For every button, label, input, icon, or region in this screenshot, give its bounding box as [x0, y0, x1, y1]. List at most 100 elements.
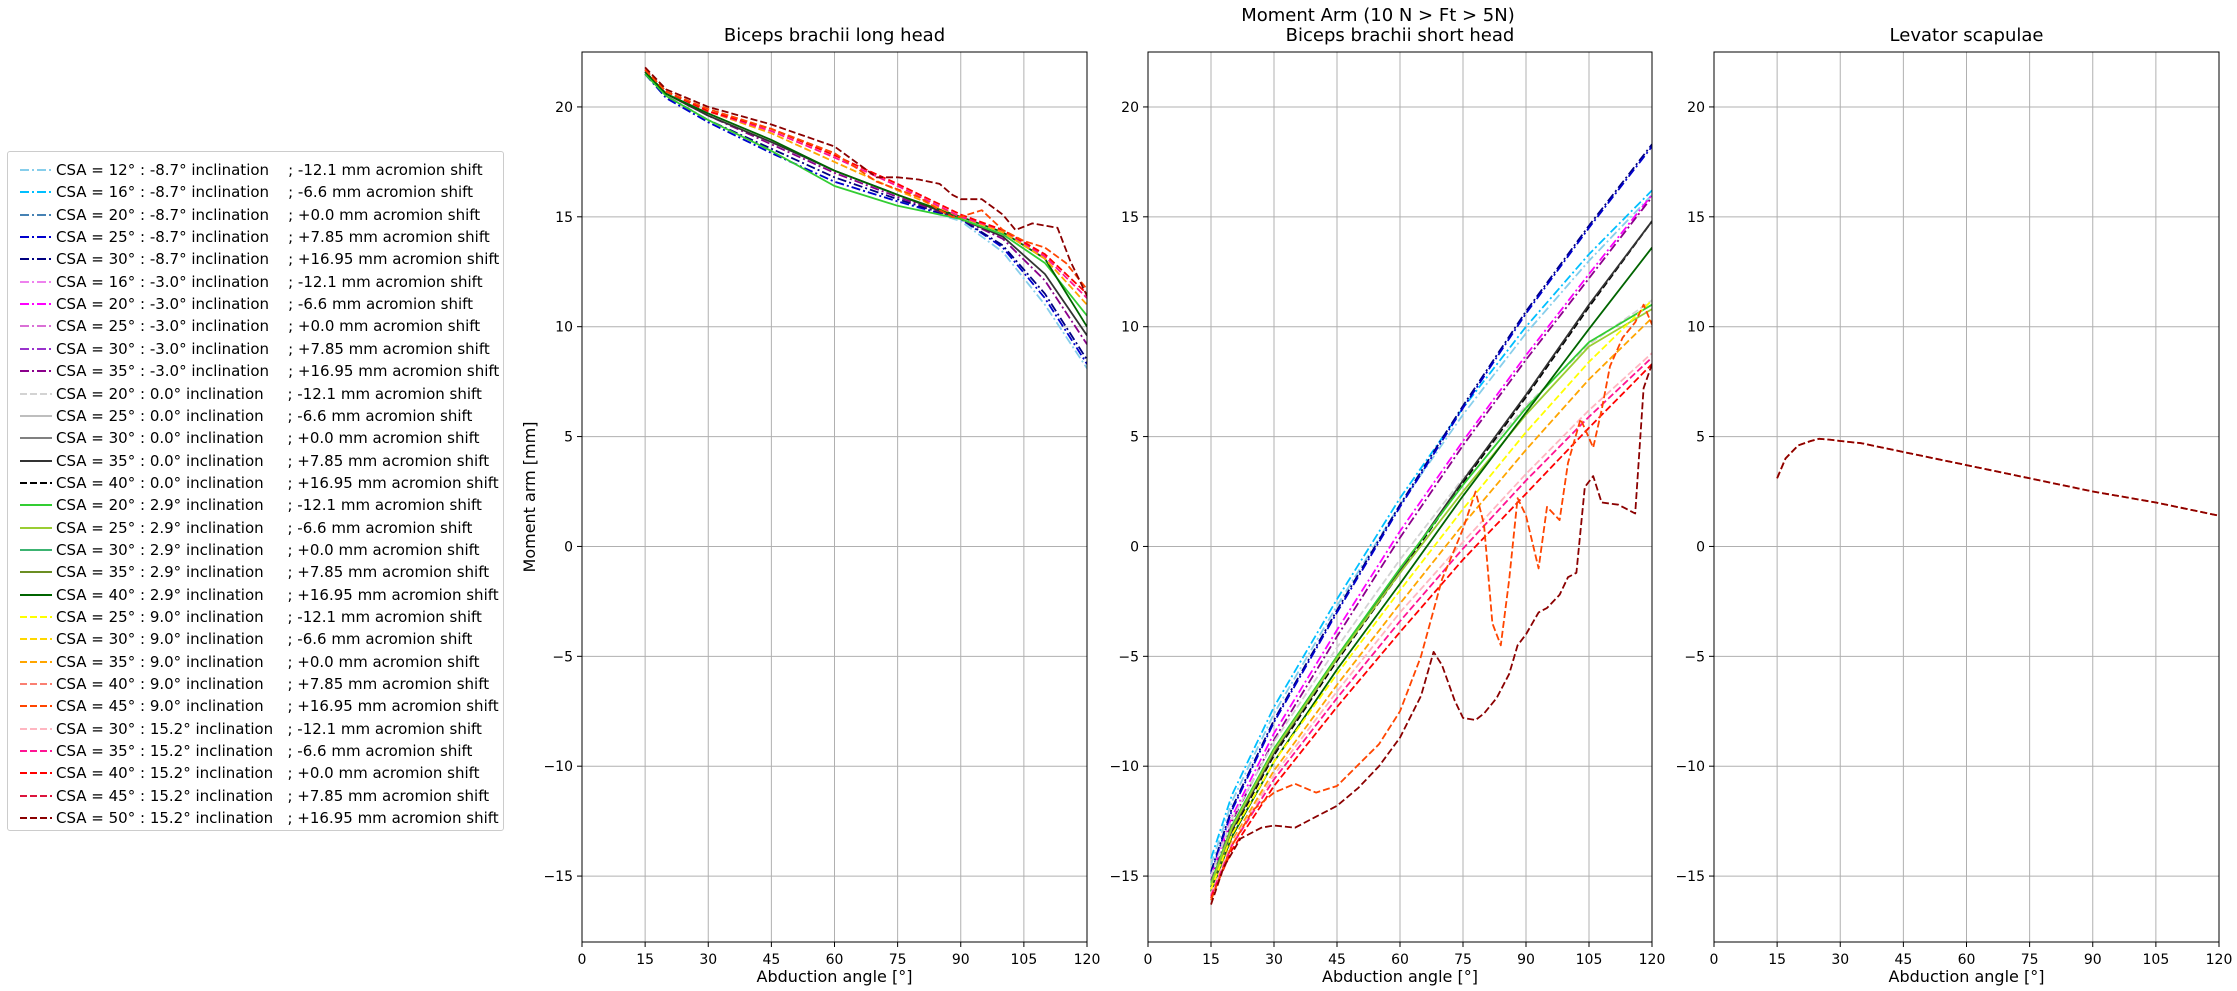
- y-tick-label: 0: [1130, 539, 1139, 555]
- x-tick-label: 30: [699, 952, 717, 968]
- legend-swatch: [20, 280, 52, 283]
- x-tick-label: 45: [1328, 952, 1346, 968]
- legend-label: CSA = 16° : -3.0° inclination ; -12.1 mm…: [56, 272, 483, 291]
- legend-item: CSA = 25° : -3.0° inclination ; +0.0 mm …: [8, 315, 503, 337]
- legend-item: CSA = 35° : 9.0° inclination ; +0.0 mm a…: [8, 651, 503, 673]
- legend-item: CSA = 20° : -3.0° inclination ; -6.6 mm …: [8, 293, 503, 315]
- legend-item: CSA = 16° : -3.0° inclination ; -12.1 mm…: [8, 271, 503, 293]
- series-line: [644, 71, 1087, 337]
- y-tick-label: 5: [564, 430, 573, 446]
- legend-swatch: [20, 683, 52, 686]
- series-line: [644, 71, 1087, 345]
- legend-label: CSA = 25° : -3.0° inclination ; +0.0 mm …: [56, 317, 481, 336]
- legend-label: CSA = 40° : 0.0° inclination ; +16.95 mm…: [56, 473, 499, 492]
- legend-item: CSA = 30° : 15.2° inclination ; -12.1 mm…: [8, 718, 503, 740]
- legend-swatch: [20, 526, 52, 529]
- legend-swatch: [20, 727, 52, 730]
- x-tick-label: 120: [2206, 952, 2233, 968]
- legend-label: CSA = 40° : 9.0° inclination ; +7.85 mm …: [56, 675, 490, 694]
- legend-swatch: [20, 772, 52, 775]
- legend-item: CSA = 25° : 0.0° inclination ; -6.6 mm a…: [8, 405, 503, 427]
- series-line: [1210, 356, 1652, 897]
- legend-label: CSA = 25° : 0.0° inclination ; -6.6 mm a…: [56, 406, 473, 425]
- series-line: [644, 66, 1087, 297]
- chart-panel: 0 15 30 45 60 75 90 105 120 −15 −10 −5 0 5 10 15 20 Levat…: [1675, 25, 2232, 986]
- legend-swatch: [20, 481, 52, 484]
- plot-frame: [581, 51, 1088, 943]
- y-tick-label: −15: [1109, 869, 1139, 885]
- legend-swatch: [20, 213, 52, 216]
- legend-item: CSA = 35° : -3.0° inclination ; +16.95 m…: [8, 360, 503, 382]
- x-axis-label: Abduction angle [°]: [1889, 967, 2045, 986]
- y-tick-label: 15: [1121, 210, 1139, 226]
- legend-swatch: [20, 437, 52, 440]
- legend-label: CSA = 25° : 9.0° inclination ; -12.1 mm …: [56, 608, 482, 626]
- x-tick-label: 60: [1958, 952, 1976, 968]
- y-tick-label: 10: [1687, 320, 1705, 336]
- legend-swatch: [20, 258, 52, 261]
- legend-label: CSA = 35° : 9.0° inclination ; +0.0 mm a…: [56, 652, 480, 671]
- panel-title: Biceps brachii short head: [1286, 25, 1515, 46]
- legend-item: CSA = 45° : 9.0° inclination ; +16.95 mm…: [8, 695, 503, 717]
- figure-title: Moment Arm (10 N > Ft > 5N): [1241, 5, 1515, 26]
- legend-label: CSA = 45° : 9.0° inclination ; +16.95 mm…: [56, 697, 499, 716]
- legend-label: CSA = 20° : 0.0° inclination ; -12.1 mm …: [56, 384, 482, 403]
- legend-item: CSA = 40° : 9.0° inclination ; +7.85 mm …: [8, 673, 503, 695]
- series-line: [1210, 143, 1652, 872]
- y-tick-label: 15: [555, 210, 573, 226]
- x-tick-label: 15: [636, 952, 654, 968]
- series-line: [644, 71, 1087, 328]
- legend-item: CSA = 16° : -8.7° inclination ; -6.6 mm …: [8, 181, 503, 203]
- y-tick-label: −15: [1675, 869, 1705, 885]
- series-line: [644, 68, 1087, 295]
- legend-item: CSA = 30° : 0.0° inclination ; +0.0 mm a…: [8, 427, 503, 449]
- chart-panel: 0 15 30 45 60 75 90 105 120 −15 −10 −5 0 5 10 15 20 Bicep…: [1109, 25, 1665, 986]
- series-line: [1210, 196, 1652, 881]
- y-tick-label: 5: [1696, 430, 1705, 446]
- legend-swatch: [20, 414, 52, 417]
- series-line: [1210, 220, 1652, 888]
- legend-item: CSA = 30° : 2.9° inclination ; +0.0 mm a…: [8, 539, 503, 561]
- legend-swatch: [20, 169, 52, 171]
- legend-item: CSA = 35° : 15.2° inclination ; -6.6 mm …: [8, 740, 503, 762]
- legend-swatch: [20, 504, 52, 507]
- legend-swatch: [20, 593, 52, 596]
- legend-item: CSA = 20° : 2.9° inclination ; -12.1 mm …: [8, 494, 503, 516]
- y-tick-label: −10: [543, 759, 573, 775]
- legend-item: CSA = 40° : 0.0° inclination ; +16.95 mm…: [8, 472, 503, 494]
- legend-item: CSA = 12° : -8.7° inclination ; -12.1 mm…: [8, 159, 503, 181]
- series-line: [1210, 308, 1652, 886]
- series-line: [1210, 299, 1652, 877]
- x-tick-label: 0: [1710, 952, 1719, 968]
- series-line: [644, 73, 1087, 317]
- x-tick-label: 75: [889, 952, 907, 968]
- series-line: [1210, 317, 1652, 895]
- series-line: [1210, 189, 1652, 859]
- chart-panel: 0 15 30 45 60 75 90 105 120 −15 −10 −5 0 5 10 15 20 Bicep…: [520, 25, 1100, 986]
- plot-frame: [1713, 51, 2220, 943]
- x-tick-label: 15: [1768, 952, 1786, 968]
- legend-label: CSA = 16° : -8.7° inclination ; -6.6 mm …: [56, 183, 474, 202]
- x-tick-label: 30: [1265, 952, 1283, 968]
- series-line: [1776, 437, 2219, 517]
- y-tick-label: −10: [1109, 759, 1139, 775]
- y-tick-label: −5: [1684, 649, 1705, 665]
- series-line: [1210, 220, 1652, 890]
- legend-item: CSA = 35° : 0.0° inclination ; +7.85 mm …: [8, 450, 503, 472]
- legend-item: CSA = 40° : 15.2° inclination ; +0.0 mm …: [8, 762, 503, 784]
- x-tick-label: 90: [1517, 952, 1535, 968]
- x-tick-label: 105: [1576, 952, 1603, 968]
- y-tick-label: 20: [555, 100, 573, 116]
- legend-label: CSA = 35° : 0.0° inclination ; +7.85 mm …: [56, 451, 490, 470]
- legend-label: CSA = 30° : 15.2° inclination ; -12.1 mm…: [56, 719, 482, 738]
- x-axis-label: Abduction angle [°]: [757, 967, 913, 986]
- legend-item: CSA = 25° : 9.0° inclination ; -12.1 mm …: [8, 606, 503, 628]
- legend-swatch: [20, 347, 52, 350]
- x-tick-label: 105: [2143, 952, 2170, 968]
- x-tick-label: 60: [826, 952, 844, 968]
- legend-label: CSA = 20° : 2.9° inclination ; -12.1 mm …: [56, 496, 482, 515]
- series-group: [1210, 143, 1652, 905]
- legend-swatch: [20, 303, 52, 306]
- x-tick-label: 30: [1831, 952, 1849, 968]
